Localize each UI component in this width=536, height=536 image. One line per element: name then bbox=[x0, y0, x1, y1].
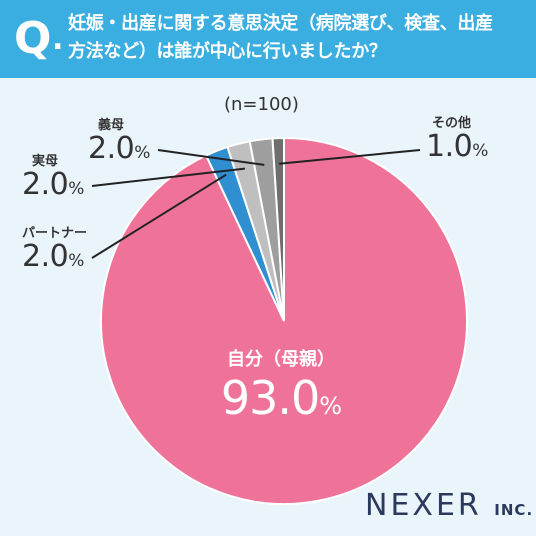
unit-mother: % bbox=[68, 179, 84, 199]
value-self: 93.0 bbox=[220, 371, 320, 425]
logo-main: NEXER bbox=[365, 488, 482, 523]
value-partner: 2.0 bbox=[22, 239, 69, 274]
question-line-1: 妊娠・出産に関する意思決定（病院選び、検査、出産 bbox=[68, 13, 493, 34]
q-dot: . bbox=[52, 22, 64, 57]
unit-partner: % bbox=[68, 251, 84, 271]
leader-partner bbox=[91, 173, 227, 259]
label-other-value: 1.0% bbox=[426, 131, 488, 167]
q-mark: Q bbox=[14, 13, 52, 64]
logo-suffix: INC. bbox=[494, 501, 534, 519]
value-mother: 2.0 bbox=[22, 167, 69, 202]
label-mother-value: 2.0% bbox=[22, 169, 84, 205]
leader-mother bbox=[91, 167, 246, 187]
question-line-2: 方法など）は誰が中心に行いましたか？ bbox=[68, 41, 387, 62]
label-mother-in-law-name: 義母 bbox=[98, 118, 125, 133]
label-self-name: 自分（母親） bbox=[227, 349, 335, 370]
nexer-logo: NEXER INC. bbox=[365, 488, 533, 523]
unit-self: % bbox=[319, 392, 342, 420]
label-mother-name: 実母 bbox=[32, 154, 59, 169]
label-self: 自分（母親） 93.0% bbox=[186, 345, 376, 433]
label-partner-value: 2.0% bbox=[22, 241, 87, 277]
label-mother-in-law: 義母 2.0% bbox=[88, 114, 150, 169]
slice-other bbox=[271, 136, 285, 322]
unit-mother-in-law: % bbox=[134, 143, 150, 163]
label-partner-name: パートナー bbox=[22, 226, 88, 241]
question-text: 妊娠・出産に関する意思決定（病院選び、検査、出産 方法など）は誰が中心に行いまし… bbox=[68, 10, 528, 66]
value-other: 1.0 bbox=[426, 129, 473, 164]
label-partner: パートナー 2.0% bbox=[22, 222, 87, 277]
value-mother-in-law: 2.0 bbox=[88, 131, 135, 166]
label-mother-in-law-value: 2.0% bbox=[88, 133, 150, 169]
label-self-value: 93.0% bbox=[186, 371, 376, 433]
label-other: その他 1.0% bbox=[426, 112, 488, 167]
unit-other: % bbox=[472, 141, 488, 161]
question-header: Q . 妊娠・出産に関する意思決定（病院選び、検査、出産 方法など）は誰が中心に… bbox=[0, 0, 536, 78]
label-other-name: その他 bbox=[432, 116, 472, 131]
sample-size-label: (n=100) bbox=[224, 94, 299, 115]
label-mother: 実母 2.0% bbox=[22, 150, 84, 205]
leader-other bbox=[279, 149, 421, 165]
leader-mother-in-law bbox=[157, 149, 265, 166]
